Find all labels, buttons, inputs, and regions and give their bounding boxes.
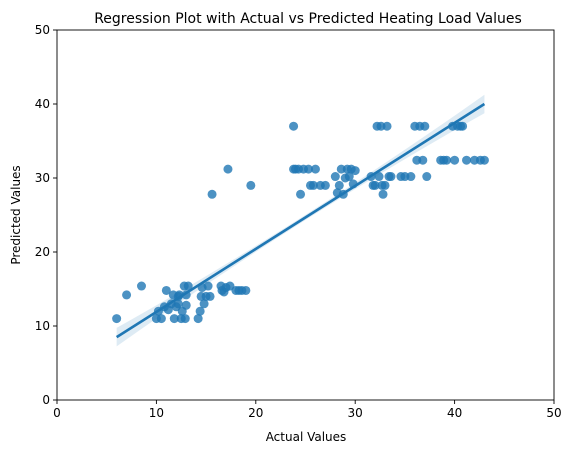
data-point (296, 189, 306, 199)
data-point (330, 172, 340, 182)
data-point (442, 155, 452, 165)
data-point (308, 180, 318, 190)
data-point (173, 299, 183, 309)
data-point (203, 281, 213, 291)
data-point (161, 285, 171, 295)
data-point (479, 155, 489, 165)
y-tick-label: 0 (42, 393, 50, 407)
data-point (406, 172, 416, 182)
data-point (205, 291, 215, 301)
data-point (207, 189, 217, 199)
data-point (181, 300, 191, 310)
x-tick-label: 30 (348, 406, 363, 420)
data-point (156, 314, 166, 324)
data-point (386, 172, 396, 182)
data-point (334, 180, 344, 190)
data-point (195, 306, 205, 316)
data-point (180, 314, 190, 324)
data-point (122, 290, 132, 300)
data-point (370, 180, 380, 190)
axes: 0 10 20 30 40 50 0 10 20 30 40 50 (35, 23, 562, 420)
x-tick-label: 50 (546, 406, 561, 420)
data-point (223, 164, 233, 174)
data-point (462, 155, 472, 165)
y-axis-label: Predicted Values (9, 165, 23, 264)
data-point (112, 314, 122, 324)
data-point (380, 180, 390, 190)
data-point (246, 180, 256, 190)
chart-title: Regression Plot with Actual vs Predicted… (94, 11, 522, 27)
data-point (136, 281, 146, 291)
plot-frame (56, 29, 555, 401)
data-point (169, 314, 179, 324)
data-point (350, 166, 360, 176)
y-tick-label: 20 (35, 245, 50, 259)
y-tick-label: 30 (35, 171, 50, 185)
y-tick-label: 50 (35, 23, 50, 37)
data-point (450, 155, 460, 165)
data-point (199, 299, 209, 309)
data-point (420, 121, 430, 131)
data-point (344, 172, 354, 182)
data-point (382, 121, 392, 131)
data-point (183, 281, 193, 291)
x-tick-label: 20 (248, 406, 263, 420)
regression-line-layer (115, 102, 486, 339)
data-point (320, 180, 330, 190)
data-point (418, 155, 428, 165)
y-tick-label: 10 (35, 319, 50, 333)
x-tick-label: 40 (447, 406, 462, 420)
data-point (374, 172, 384, 182)
data-point (378, 189, 388, 199)
data-point (310, 164, 320, 174)
data-point (241, 285, 251, 295)
x-tick-label: 0 (53, 406, 61, 420)
data-point (303, 164, 313, 174)
x-tick-label: 10 (149, 406, 164, 420)
x-axis-label: Actual Values (266, 430, 347, 444)
data-point (458, 121, 468, 131)
regression-line (115, 102, 486, 339)
data-point (289, 121, 299, 131)
data-point (193, 314, 203, 324)
data-point (422, 172, 432, 182)
data-points (112, 121, 489, 324)
y-tick-label: 40 (35, 97, 50, 111)
